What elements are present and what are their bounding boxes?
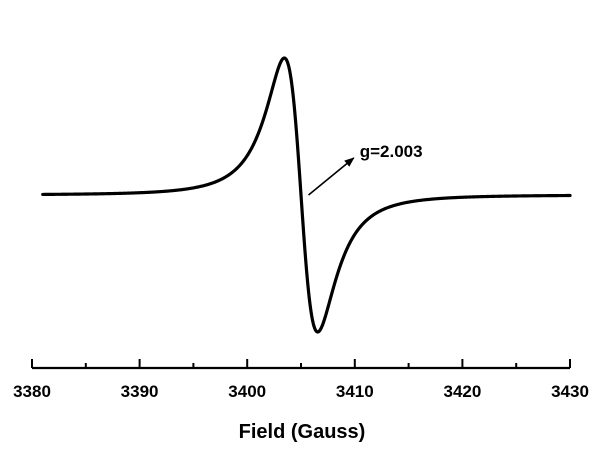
x-tick-label: 3420	[443, 382, 481, 401]
series-line-0	[41, 56, 572, 334]
annotation-layer: g=2.003	[308, 142, 423, 196]
x-tick-label: 3430	[551, 382, 589, 401]
x-axis-title: Field (Gauss)	[239, 421, 366, 443]
plot-area	[41, 56, 572, 334]
x-tick-label: 3400	[228, 382, 266, 401]
annotation-arrow	[308, 157, 355, 196]
x-tick-label: 3410	[336, 382, 374, 401]
annotation-label: g=2.003	[360, 142, 423, 161]
x-tick-label: 3390	[121, 382, 159, 401]
x-tick-label: 3380	[13, 382, 51, 401]
x-axis: 3380 3390 3400 3410 3420 3430	[13, 359, 589, 401]
